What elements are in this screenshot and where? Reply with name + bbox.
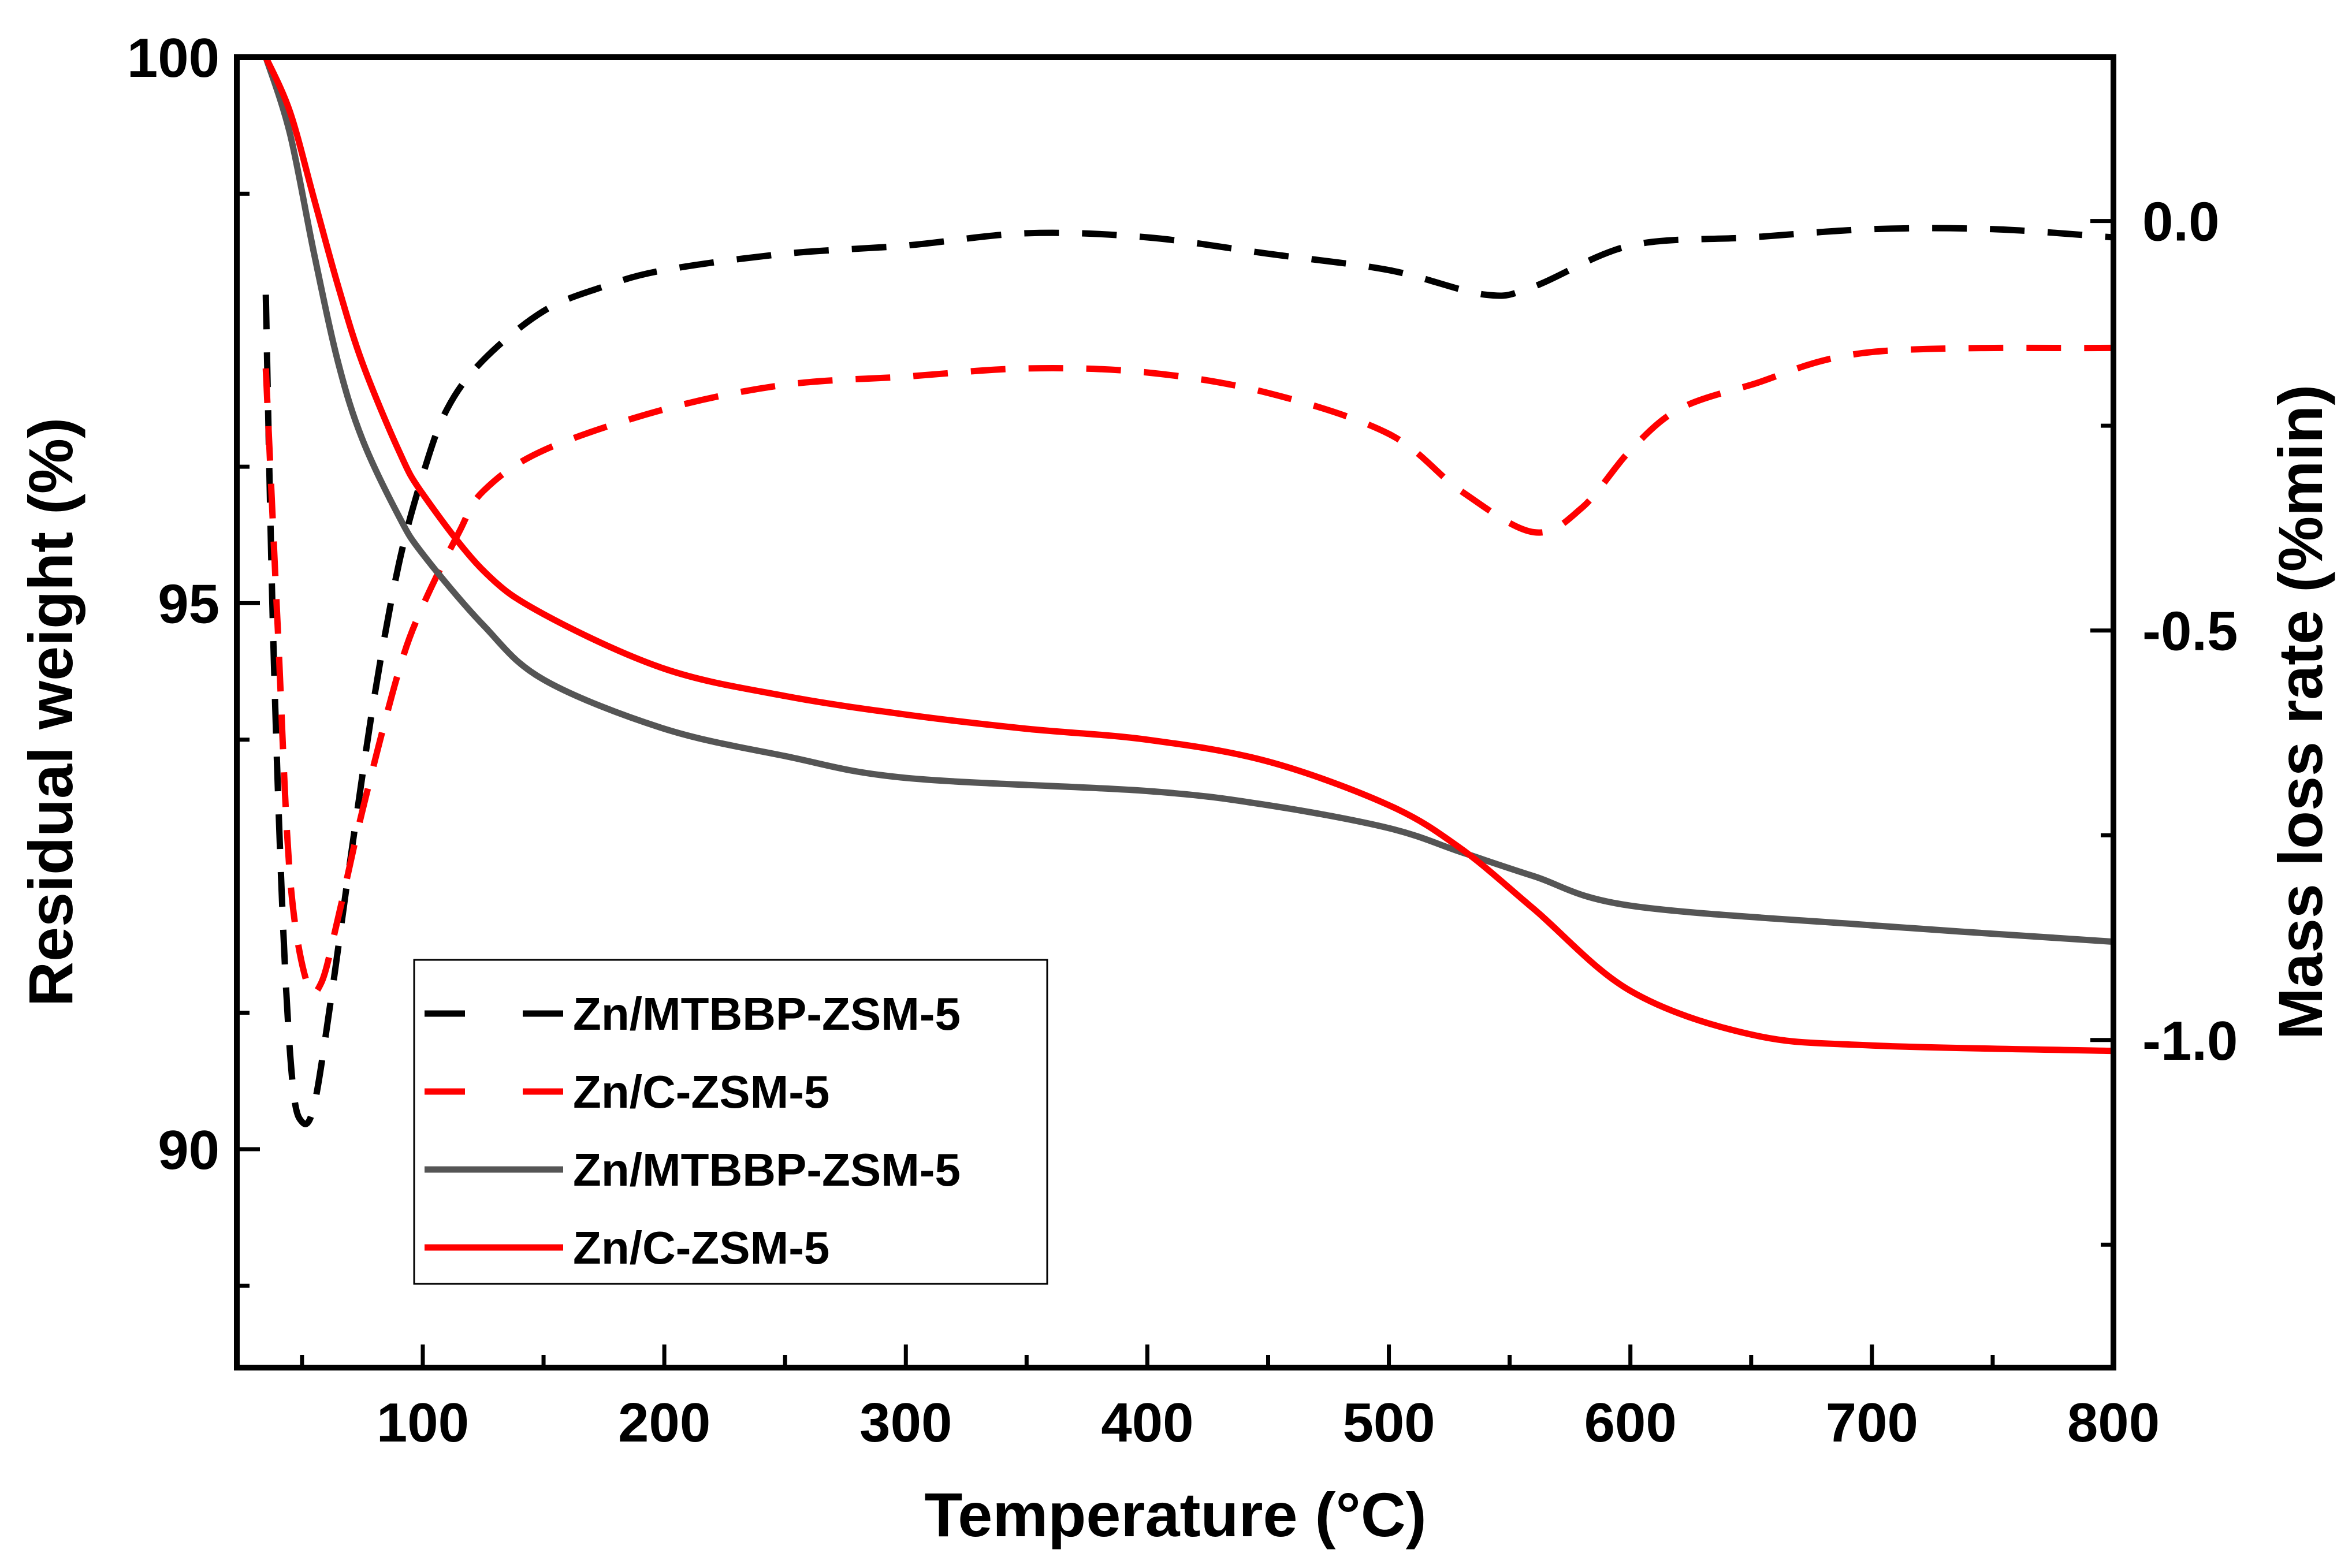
left-y-tick-label: 95 [158, 573, 219, 635]
x-tick-label: 500 [1342, 1392, 1435, 1454]
x-tick-label: 700 [1826, 1392, 1918, 1454]
series-line-2 [262, 56, 2114, 945]
left-y-tick-label: 100 [127, 27, 219, 89]
legend-label-2: Zn/MTBBP-ZSM-5 [573, 1144, 961, 1195]
right-y-axis-title: Mass loss rate (%min) [2265, 385, 2335, 1040]
plot-area [262, 55, 2114, 1127]
right-y-tick-label: -1.0 [2142, 1010, 2238, 1072]
right-y-tick-label: 0.0 [2142, 191, 2219, 253]
legend-label-3: Zn/C-ZSM-5 [573, 1222, 829, 1273]
axis-ticks: 100 200 300 400 500 600 700 800 90 95 100 -1.0 -0.5 0… [127, 27, 2238, 1454]
x-tick-label: 800 [2067, 1392, 2160, 1454]
x-tick-label: 600 [1584, 1392, 1677, 1454]
x-tick-label: 400 [1101, 1392, 1193, 1454]
left-y-tick-label: 90 [158, 1119, 219, 1181]
series-line-0 [262, 225, 2114, 1127]
x-axis-title: Temperature (°C) [924, 1480, 1426, 1550]
legend: Zn/MTBBP-ZSM-5 Zn/C-ZSM-5 Zn/MTBBP-ZSM-5 Zn… [413, 959, 1048, 1285]
right-y-tick-label: -0.5 [2142, 601, 2238, 662]
x-tick-label: 300 [859, 1392, 952, 1454]
plot-frame [234, 54, 2116, 1370]
series-line-3 [263, 55, 2114, 1055]
left-y-axis-title: Residual weight (%) [16, 418, 85, 1007]
x-tick-label: 100 [377, 1392, 469, 1454]
legend-box [413, 959, 1048, 1285]
legend-label-0: Zn/MTBBP-ZSM-5 [573, 988, 961, 1040]
series-line-1 [262, 344, 2114, 997]
x-tick-label: 200 [618, 1392, 710, 1454]
legend-label-1: Zn/C-ZSM-5 [573, 1066, 829, 1118]
